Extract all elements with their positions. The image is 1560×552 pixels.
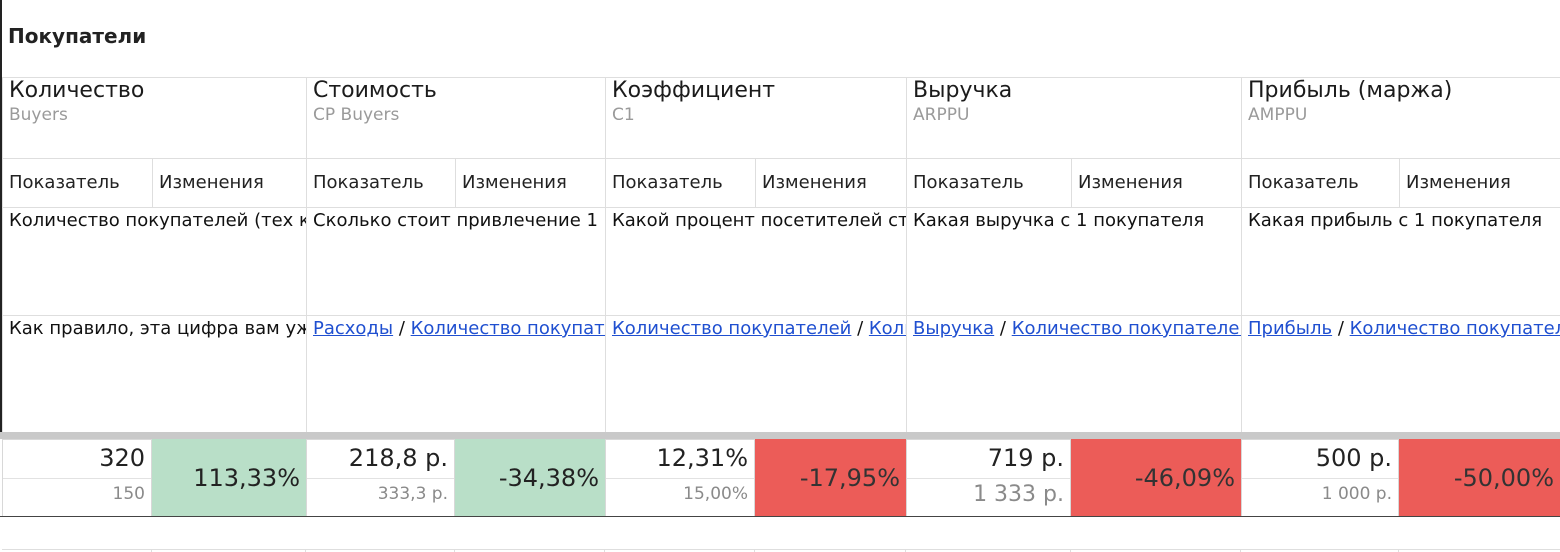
formula-link-buyers-count[interactable]: Количество покупателей bbox=[612, 318, 852, 339]
formula-link-buyers-count[interactable]: Количество покупателей bbox=[1349, 318, 1560, 339]
column-subheader-row: Показатель Изменения Показатель Изменени… bbox=[2, 158, 1560, 208]
formula-separator: / bbox=[393, 318, 411, 339]
metric-code: CP Buyers bbox=[313, 105, 400, 125]
change-cell-c1: -17,95% bbox=[755, 439, 906, 517]
previous-value: 1 333 р. bbox=[973, 482, 1064, 507]
next-section-row-edge bbox=[1399, 549, 1560, 552]
metric-header-c1: Коэффициент C1 bbox=[604, 77, 908, 159]
formula-link-buyers-count[interactable]: Количество покупателей bbox=[410, 318, 605, 339]
change-header: Изменения bbox=[455, 158, 606, 208]
previous-value: 1 000 р. bbox=[1321, 484, 1392, 504]
next-section-row-edge bbox=[306, 549, 455, 552]
formula-link-revenue[interactable]: Выручка bbox=[913, 318, 995, 339]
metric-header-amppu: Прибыль (маржа) AMPPU bbox=[1241, 77, 1560, 159]
change-cell-buyers: 113,33% bbox=[152, 439, 306, 517]
change-header: Изменения bbox=[1399, 158, 1560, 208]
next-section-row-edge bbox=[152, 549, 306, 552]
metric-description: Какая прибыль с 1 покупателя bbox=[1241, 207, 1560, 316]
next-section-row-edge bbox=[755, 549, 906, 552]
value-cell-buyers: 320 150 bbox=[2, 439, 152, 517]
metric-description: Количество покупателей (тех кто совершил… bbox=[2, 207, 307, 316]
indicator-header: Показатель bbox=[306, 158, 456, 208]
metric-title: Выручка bbox=[913, 78, 1013, 104]
next-section-row-edge bbox=[1071, 549, 1241, 552]
next-section-row-edge bbox=[605, 549, 755, 552]
metric-code: Buyers bbox=[9, 105, 68, 125]
change-header: Изменения bbox=[1071, 158, 1243, 208]
metric-description: Какой процент посетителей становиться по… bbox=[604, 207, 908, 316]
next-section-row-edge bbox=[1241, 549, 1399, 552]
formula: Расходы / Количество покупателей bbox=[306, 315, 606, 434]
metric-description: Сколько стоит привлечение 1 покупателя bbox=[306, 207, 606, 316]
metric-title: Коэффициент bbox=[612, 78, 776, 104]
left-border bbox=[0, 0, 2, 432]
metric-description: Какая выручка с 1 покупателя bbox=[906, 207, 1243, 316]
value-divider bbox=[606, 478, 754, 479]
value-cell-arppu: 719 р. 1 333 р. bbox=[906, 439, 1071, 517]
metric-header-row: Количество Buyers Стоимость CP Buyers Ко… bbox=[2, 77, 1560, 159]
metrics-table: Количество Buyers Стоимость CP Buyers Ко… bbox=[2, 77, 1560, 434]
formula-separator: / bbox=[1332, 318, 1350, 339]
value-divider bbox=[307, 478, 454, 479]
metric-header-cp-buyers: Стоимость CP Buyers bbox=[306, 77, 606, 159]
previous-value: 15,00% bbox=[683, 484, 748, 504]
formula: Прибыль / Количество покупателей bbox=[1241, 315, 1560, 434]
formula: Выручка / Количество покупателей bbox=[906, 315, 1243, 434]
metric-code: AMPPU bbox=[1248, 105, 1308, 125]
value-divider bbox=[3, 478, 151, 479]
formula-note: Как правило, эта цифра вам уже известна. bbox=[2, 315, 307, 434]
next-section-row-edge bbox=[2, 549, 152, 552]
formula: Количество покупателей / Количество посе… bbox=[604, 315, 908, 434]
metric-title: Количество bbox=[9, 78, 145, 104]
current-value: 218,8 р. bbox=[348, 444, 448, 472]
change-header: Изменения bbox=[152, 158, 307, 208]
current-value: 500 р. bbox=[1315, 444, 1392, 472]
indicator-header: Показатель bbox=[605, 158, 756, 208]
value-cell-cp-buyers: 218,8 р. 333,3 р. bbox=[306, 439, 455, 517]
current-value: 12,31% bbox=[656, 444, 748, 472]
metric-header-buyers: Количество Buyers bbox=[2, 77, 307, 159]
formula-row: Как правило, эта цифра вам уже известна.… bbox=[2, 315, 1560, 434]
formula-separator: / bbox=[994, 318, 1012, 339]
metric-code: C1 bbox=[612, 105, 635, 125]
formula-link-buyers-count[interactable]: Количество покупателей bbox=[1011, 318, 1242, 339]
metric-title: Прибыль (маржа) bbox=[1248, 78, 1453, 104]
change-cell-arppu: -46,09% bbox=[1071, 439, 1241, 517]
section-bottom-border bbox=[0, 516, 1560, 517]
value-cell-amppu: 500 р. 1 000 р. bbox=[1241, 439, 1399, 517]
metric-header-arppu: Выручка ARPPU bbox=[906, 77, 1243, 159]
indicator-header: Показатель bbox=[1241, 158, 1401, 208]
change-cell-cp-buyers: -34,38% bbox=[455, 439, 605, 517]
previous-value: 150 bbox=[112, 484, 145, 504]
formula-separator: / bbox=[851, 318, 869, 339]
formula-link-profit[interactable]: Прибыль bbox=[1248, 318, 1333, 339]
value-cell-c1: 12,31% 15,00% bbox=[605, 439, 755, 517]
current-value: 320 bbox=[99, 444, 145, 472]
indicator-header: Показатель bbox=[906, 158, 1073, 208]
metric-code: ARPPU bbox=[913, 105, 970, 125]
values-divider bbox=[0, 432, 1560, 439]
change-header: Изменения bbox=[754, 158, 908, 208]
formula-link-expenses[interactable]: Расходы bbox=[313, 318, 394, 339]
next-section-row-edge bbox=[906, 549, 1071, 552]
value-divider bbox=[907, 478, 1070, 479]
previous-value: 333,3 р. bbox=[377, 484, 448, 504]
formula-link-visitors-count[interactable]: Количество посетителей bbox=[868, 318, 906, 339]
metric-title: Стоимость bbox=[313, 78, 437, 104]
next-section-row-edge bbox=[455, 549, 605, 552]
current-value: 719 р. bbox=[987, 444, 1064, 472]
description-row: Количество покупателей (тех кто совершил… bbox=[2, 207, 1560, 316]
change-cell-amppu: -50,00% bbox=[1399, 439, 1560, 517]
value-divider bbox=[1242, 478, 1398, 479]
section-title: Покупатели bbox=[8, 24, 147, 48]
indicator-header: Показатель bbox=[2, 158, 153, 208]
